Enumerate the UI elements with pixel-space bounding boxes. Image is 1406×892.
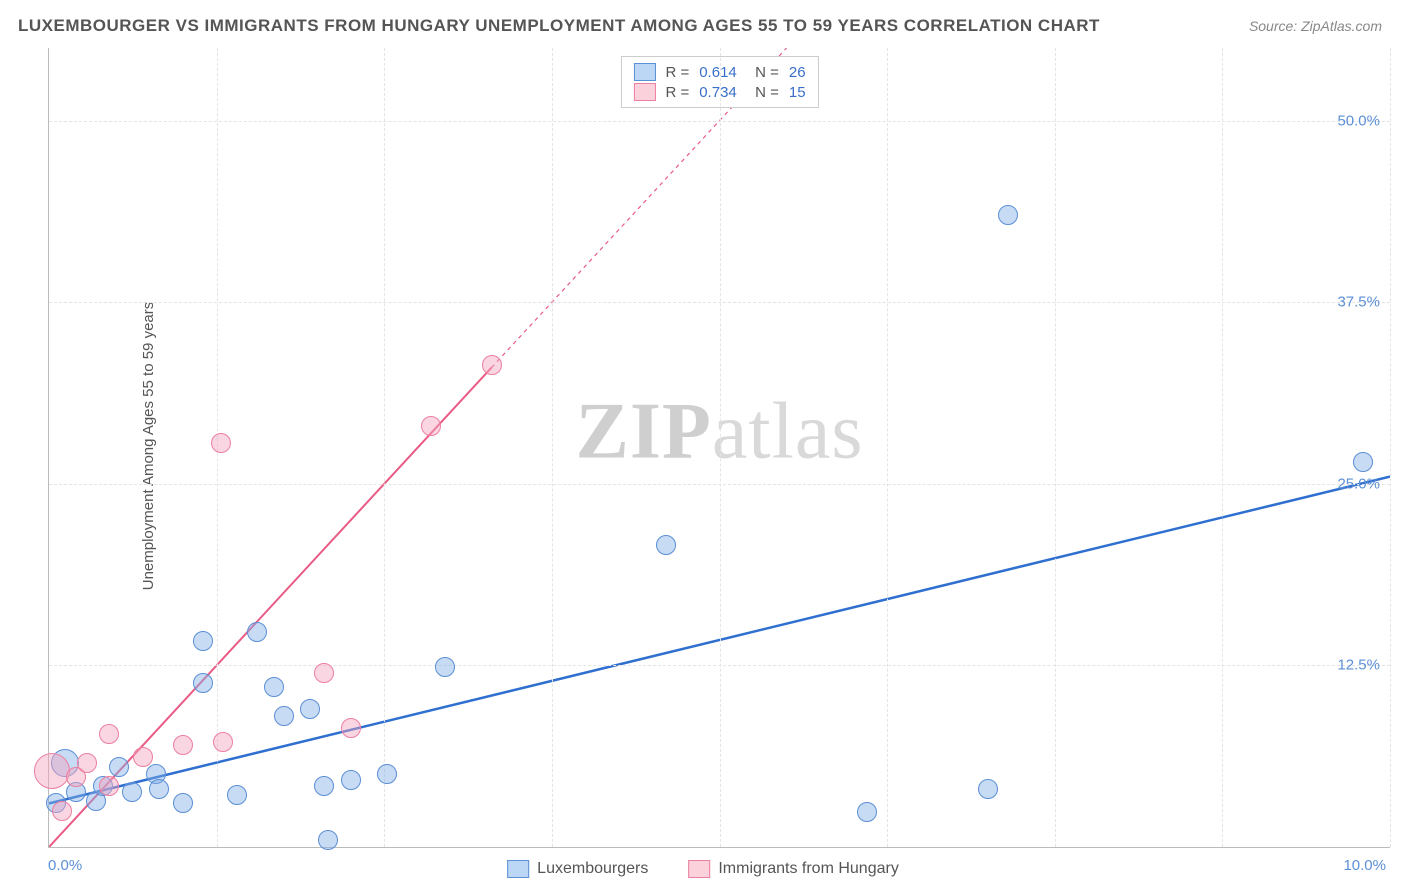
- scatter-point: [109, 757, 129, 777]
- scatter-point: [264, 677, 284, 697]
- scatter-point: [193, 673, 213, 693]
- legend-n-value: 26: [789, 64, 806, 81]
- scatter-point: [857, 802, 877, 822]
- legend-n-label: N =: [747, 64, 779, 81]
- plot-area: ZIPatlas R = 0.614 N = 26 R = 0.734 N = …: [48, 48, 1390, 848]
- legend-label: Immigrants from Hungary: [718, 860, 899, 878]
- scatter-point: [274, 706, 294, 726]
- gridline-v: [1055, 48, 1056, 847]
- scatter-point: [77, 753, 97, 773]
- scatter-point: [377, 764, 397, 784]
- scatter-point: [52, 801, 72, 821]
- y-tick-label: 12.5%: [1337, 657, 1380, 674]
- scatter-point: [998, 205, 1018, 225]
- scatter-point: [34, 753, 70, 789]
- x-tick-max: 10.0%: [1343, 857, 1386, 874]
- scatter-point: [421, 416, 441, 436]
- scatter-point: [193, 631, 213, 651]
- scatter-point: [482, 355, 502, 375]
- chart-title: LUXEMBOURGER VS IMMIGRANTS FROM HUNGARY …: [18, 16, 1100, 36]
- series-legend: Luxembourgers Immigrants from Hungary: [507, 860, 899, 878]
- legend-item-hungary: Immigrants from Hungary: [688, 860, 899, 878]
- scatter-point: [211, 433, 231, 453]
- scatter-point: [341, 718, 361, 738]
- gridline-v: [552, 48, 553, 847]
- gridline-v: [887, 48, 888, 847]
- legend-r-value: 0.734: [699, 84, 737, 101]
- legend-r-label: R =: [665, 84, 689, 101]
- scatter-point: [1353, 452, 1373, 472]
- scatter-point: [99, 776, 119, 796]
- scatter-point: [227, 785, 247, 805]
- scatter-point: [149, 779, 169, 799]
- swatch-blue-icon: [507, 860, 529, 878]
- scatter-point: [173, 735, 193, 755]
- scatter-point: [247, 622, 267, 642]
- legend-n-label: N =: [747, 84, 779, 101]
- swatch-blue-icon: [633, 63, 655, 81]
- scatter-point: [435, 657, 455, 677]
- gridline-v: [1390, 48, 1391, 847]
- legend-r-label: R =: [665, 64, 689, 81]
- gridline-v: [720, 48, 721, 847]
- y-tick-label: 37.5%: [1337, 294, 1380, 311]
- scatter-point: [318, 830, 338, 850]
- swatch-pink-icon: [688, 860, 710, 878]
- scatter-point: [314, 663, 334, 683]
- legend-n-value: 15: [789, 84, 806, 101]
- gridline-v: [1222, 48, 1223, 847]
- x-tick-min: 0.0%: [48, 857, 82, 874]
- scatter-point: [133, 747, 153, 767]
- scatter-point: [656, 535, 676, 555]
- scatter-point: [122, 782, 142, 802]
- source-credit: Source: ZipAtlas.com: [1249, 18, 1382, 34]
- scatter-point: [99, 724, 119, 744]
- scatter-point: [978, 779, 998, 799]
- y-tick-label: 25.0%: [1337, 475, 1380, 492]
- scatter-point: [173, 793, 193, 813]
- scatter-point: [213, 732, 233, 752]
- legend-item-luxembourgers: Luxembourgers: [507, 860, 648, 878]
- y-tick-label: 50.0%: [1337, 112, 1380, 129]
- scatter-point: [300, 699, 320, 719]
- scatter-point: [314, 776, 334, 796]
- scatter-point: [341, 770, 361, 790]
- gridline-v: [384, 48, 385, 847]
- legend-label: Luxembourgers: [537, 860, 648, 878]
- legend-r-value: 0.614: [699, 64, 737, 81]
- swatch-pink-icon: [633, 83, 655, 101]
